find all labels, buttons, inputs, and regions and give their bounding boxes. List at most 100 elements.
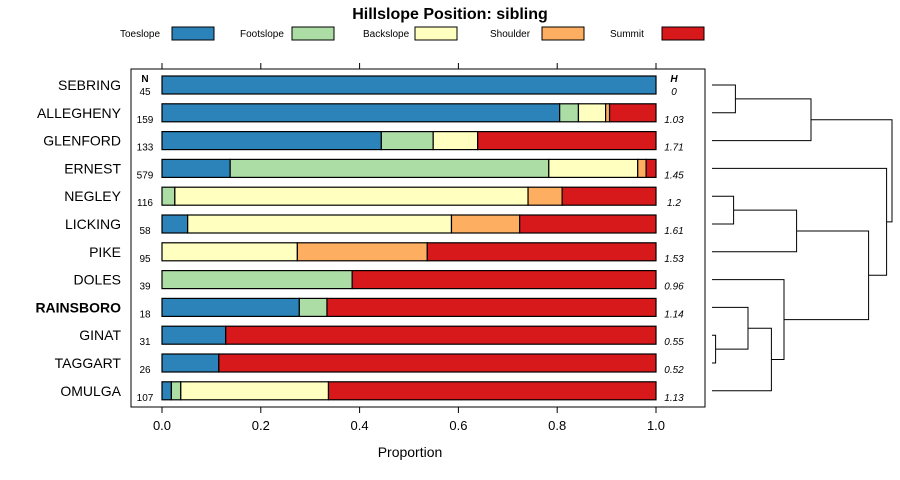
bar-rainsboro-footslope [298, 297, 328, 317]
bar-licking-backslope [187, 214, 453, 234]
bar-ernest-footslope [229, 158, 550, 178]
bar-ernest-toeslope [161, 158, 231, 178]
row-label-pike: PIKE [89, 244, 121, 260]
bar-rainsboro-summit [326, 297, 657, 317]
bar-doles-summit [351, 270, 657, 290]
bar-negley-shoulder [527, 186, 563, 206]
dendrogram-branch-5 [712, 327, 772, 392]
row-label-taggart: TAGGART [55, 355, 122, 371]
n-value-ernest: 579 [137, 170, 154, 181]
legend-label-shoulder: Shoulder [490, 29, 531, 40]
h-value-allegheny: 1.03 [664, 115, 684, 126]
h-column-header: H [670, 74, 678, 85]
legend-swatch-shoulder [541, 26, 585, 41]
row-label-ernest: ERNEST [64, 160, 121, 176]
dendrogram-branch-1 [712, 195, 735, 225]
dendrogram-branch-3 [712, 306, 749, 350]
h-value-ginat: 0.55 [664, 337, 684, 348]
n-value-pike: 95 [139, 254, 151, 265]
bar-negley-footslope [161, 186, 176, 206]
x-axis: 0.0 0.2 0.4 0.6 0.8 1.0 [153, 63, 665, 433]
legend-label-toeslope: Toeslope [120, 29, 160, 40]
bar-ginat-summit [225, 325, 657, 345]
bar-licking-shoulder [450, 214, 521, 234]
n-value-doles: 39 [139, 282, 151, 293]
bar-taggart-summit [218, 353, 657, 373]
n-value-negley: 116 [137, 198, 153, 209]
h-value-pike: 1.53 [664, 254, 684, 265]
bar-allegheny-footslope [559, 103, 580, 123]
bar-allegheny-summit [608, 103, 657, 123]
bar-negley-backslope [174, 186, 529, 206]
bar-pike-shoulder [296, 242, 428, 262]
row-label-doles: DOLES [74, 272, 121, 288]
row-label-rainsboro: RAINSBORO [35, 299, 121, 315]
h-value-omulga: 1.13 [664, 393, 684, 404]
x-tick-label-4: 0.8 [548, 418, 566, 433]
row-label-negley: NEGLEY [64, 188, 121, 204]
row-label-omulga: OMULGA [60, 383, 121, 399]
legend-label-summit: Summit [610, 29, 644, 40]
bar-ernest-shoulder [637, 158, 647, 178]
h-value-taggart: 0.52 [664, 365, 684, 376]
x-tick-label-1: 0.2 [252, 418, 270, 433]
dendrogram-branch-9 [712, 167, 888, 276]
dendrogram-branch-0 [712, 84, 736, 114]
h-value-rainsboro: 1.14 [664, 309, 684, 320]
legend-swatch-footslope [291, 26, 335, 41]
dendrogram-branch-7 [712, 98, 812, 142]
n-value-ginat: 31 [139, 337, 151, 348]
bar-sebring-toeslope [161, 75, 657, 95]
legend: Toeslope Footslope Backslope Shoulder Summit [120, 26, 705, 41]
plot-frame [130, 68, 706, 408]
row-label-ginat: GINAT [79, 327, 121, 343]
bar-ernest-backslope [548, 158, 639, 178]
bar-omulga-toeslope [161, 381, 172, 401]
rows: SEBRING 45 0 ALLEGHENY 159 1.03 GLENFORD 133 1.7… [35, 75, 684, 404]
h-value-negley: 1.2 [667, 198, 681, 209]
dendrogram-branch-2 [712, 334, 717, 364]
row-label-sebring: SEBRING [58, 77, 121, 93]
n-value-allegheny: 159 [137, 115, 154, 126]
legend-label-footslope: Footslope [240, 29, 284, 40]
n-value-rainsboro: 18 [139, 309, 151, 320]
bar-doles-footslope [161, 270, 353, 290]
legend-swatch-toeslope [171, 26, 215, 41]
dendrogram-branch-4 [712, 209, 798, 253]
h-value-ernest: 1.45 [664, 170, 684, 181]
bar-licking-summit [519, 214, 657, 234]
bar-glenford-summit [477, 131, 657, 151]
h-value-licking: 1.61 [664, 226, 683, 237]
bar-ginat-toeslope [161, 325, 227, 345]
row-label-glenford: GLENFORD [43, 133, 121, 149]
x-tick-label-3: 0.6 [449, 418, 467, 433]
x-axis-label: Proportion [378, 444, 443, 460]
bar-glenford-footslope [380, 131, 434, 151]
n-column-header: N [141, 74, 148, 85]
h-value-doles: 0.96 [664, 282, 684, 293]
n-value-licking: 58 [139, 226, 151, 237]
row-label-allegheny: ALLEGHENY [37, 105, 122, 121]
x-tick-label-0: 0.0 [153, 418, 171, 433]
legend-swatch-summit [661, 26, 705, 41]
bar-omulga-backslope [180, 381, 330, 401]
n-value-glenford: 133 [137, 143, 154, 154]
bar-taggart-toeslope [161, 353, 220, 373]
n-value-sebring: 45 [139, 87, 151, 98]
bar-omulga-summit [327, 381, 657, 401]
bar-allegheny-toeslope [161, 103, 561, 123]
bar-pike-backslope [161, 242, 298, 262]
dendrogram-branch-10 [811, 119, 893, 223]
bar-licking-toeslope [161, 214, 189, 234]
chart-title: Hillslope Position: sibling [352, 6, 548, 23]
row-label-licking: LICKING [65, 216, 121, 232]
n-value-omulga: 107 [137, 393, 154, 404]
bar-pike-summit [426, 242, 657, 262]
n-value-taggart: 26 [139, 365, 151, 376]
x-tick-label-2: 0.4 [351, 418, 369, 433]
bar-allegheny-backslope [577, 103, 607, 123]
bar-glenford-toeslope [161, 131, 382, 151]
bar-glenford-backslope [432, 131, 479, 151]
legend-swatch-backslope [414, 26, 458, 41]
